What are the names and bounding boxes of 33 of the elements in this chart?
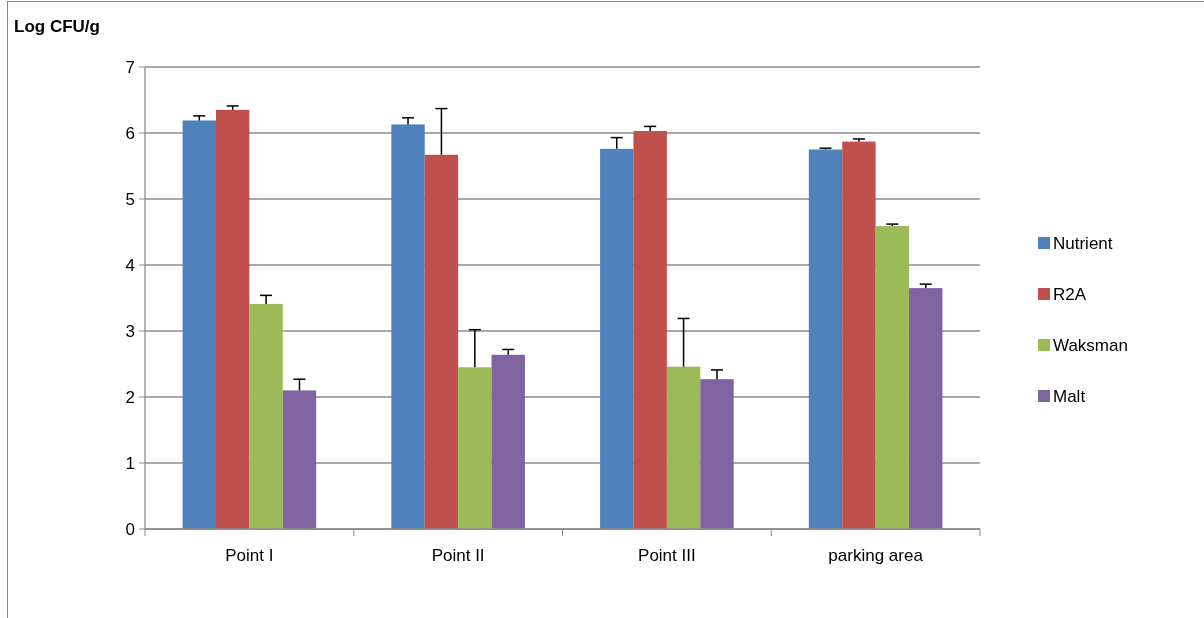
bar xyxy=(491,354,525,529)
y-tick-label: 5 xyxy=(125,189,135,209)
bar xyxy=(875,226,910,529)
x-tick-label: Point III xyxy=(638,546,696,565)
bar xyxy=(249,303,283,529)
bar xyxy=(842,141,876,529)
x-tick-label: parking area xyxy=(828,546,924,565)
bar xyxy=(215,109,250,529)
x-tick-label: Point II xyxy=(431,546,485,565)
y-tick-label: 4 xyxy=(125,255,135,275)
y-tick-label: 6 xyxy=(125,123,135,143)
legend-label: Waksman xyxy=(1053,335,1128,355)
bar xyxy=(391,124,425,529)
y-axis-title: Log CFU/g xyxy=(14,17,100,36)
bar xyxy=(909,288,943,529)
bar xyxy=(700,379,734,529)
bar xyxy=(600,148,634,529)
bar xyxy=(633,131,667,529)
y-tick-label: 0 xyxy=(125,519,135,539)
bar xyxy=(182,120,216,529)
bar xyxy=(424,154,459,529)
legend-label: Malt xyxy=(1053,386,1086,406)
y-tick-label: 1 xyxy=(125,453,135,473)
bar xyxy=(666,366,701,529)
bar xyxy=(458,367,492,529)
bar xyxy=(808,149,843,529)
bar xyxy=(282,390,317,529)
y-tick-label: 7 xyxy=(125,57,135,77)
x-tick-label: Point I xyxy=(225,546,274,565)
y-tick-label: 3 xyxy=(125,321,135,341)
legend-label: Nutrient xyxy=(1053,233,1113,253)
y-tick-label: 2 xyxy=(125,387,135,407)
legend-label: R2A xyxy=(1053,284,1087,304)
